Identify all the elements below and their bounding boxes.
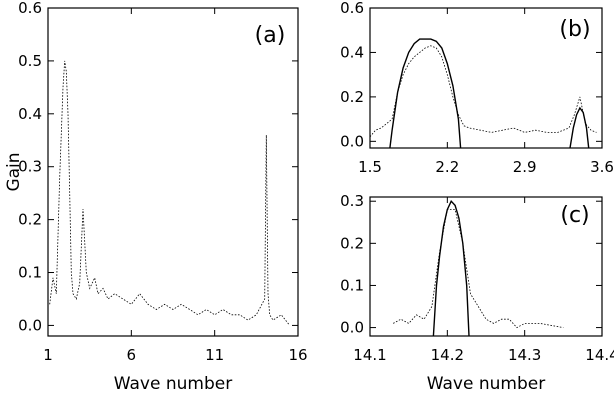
x-tick-label: 6	[127, 346, 137, 364]
y-tick-label: 0.0	[340, 132, 364, 150]
panel-label: (b)	[559, 17, 590, 42]
plot-frame	[369, 196, 603, 337]
y-tick-label: 0.6	[340, 0, 364, 17]
x-tick-label: 14.1	[353, 346, 386, 364]
y-tick-label: 0.2	[340, 88, 364, 106]
series-b-0-solid	[389, 38, 462, 148]
y-tick-label: 0.3	[18, 158, 42, 176]
y-tick-label: 0.1	[18, 264, 42, 282]
panel-label: (a)	[255, 23, 286, 48]
x-tick-label: 2.2	[435, 158, 459, 176]
x-tick-label: 3.6	[590, 158, 614, 176]
x-tick-label: 14.4	[585, 346, 614, 364]
y-tick-label: 0.4	[340, 43, 364, 61]
x-tick-label: 14.3	[508, 346, 541, 364]
y-tick-label: 0.2	[18, 211, 42, 229]
y-tick-label: 0.2	[340, 234, 364, 252]
plot-frame	[369, 7, 603, 149]
y-tick-label: 0.4	[18, 105, 42, 123]
y-tick-label: 0.0	[18, 316, 42, 334]
panel-b: 1.5 2.2 2.9 3.6 0.0 0.2 0.4 0.6 (b)	[340, 0, 614, 176]
series-b-2-dotted	[370, 45, 597, 138]
y-tick-label: 0.3	[340, 192, 364, 210]
y-tick-label: 0.1	[340, 276, 364, 294]
x-axis-label: Wave number	[114, 374, 232, 394]
x-tick-label: 14.2	[431, 346, 464, 364]
x-tick-label: 1	[43, 346, 53, 364]
plot-frame	[47, 7, 299, 337]
panel-label: (c)	[560, 203, 589, 228]
x-axis-label: Wave number	[427, 374, 545, 394]
y-axis-label: Gain	[4, 152, 24, 191]
x-tick-label: 1.5	[358, 158, 382, 176]
series-c-0-solid	[432, 199, 470, 336]
panel-a: 1 6 11 160.00.10.20.30.40.50.6(a)Wave numbe…	[4, 0, 308, 394]
y-tick-label: 0.0	[340, 319, 364, 337]
panel-c: 14.1 14.2 14.3 14.4 0.0 0.1 0.2 0.3 (c) Wave numb…	[340, 192, 614, 394]
y-tick-label: 0.5	[18, 52, 42, 70]
x-tick-label: 2.9	[513, 158, 537, 176]
series-c-1-dotted	[393, 209, 564, 329]
series-a-0-dotted	[49, 60, 291, 326]
y-tick-label: 0.6	[18, 0, 42, 17]
x-tick-label: 16	[288, 346, 307, 364]
x-tick-label: 11	[205, 346, 224, 364]
series-b-1-solid	[569, 106, 590, 148]
